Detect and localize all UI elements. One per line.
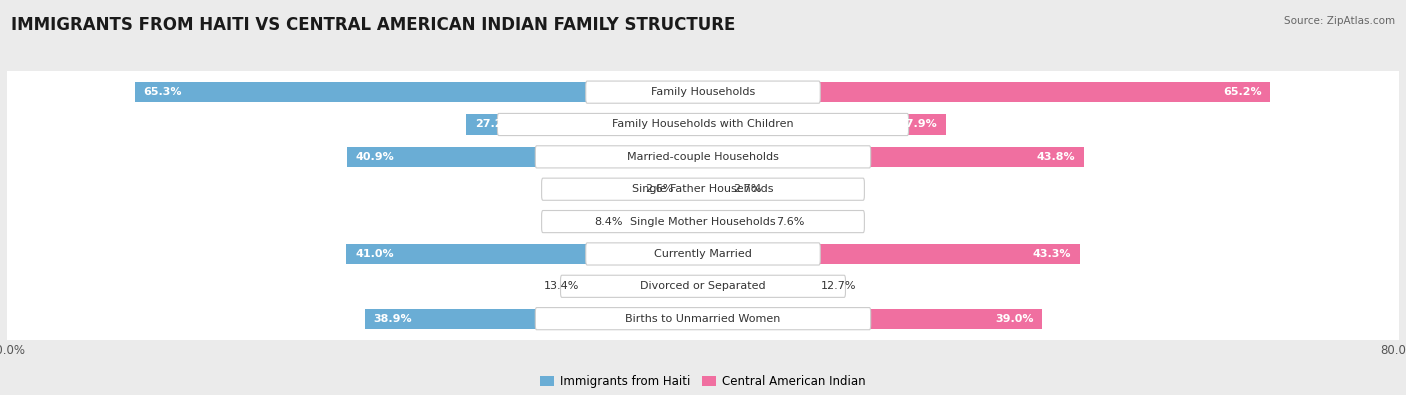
- Text: 27.2%: 27.2%: [475, 120, 513, 130]
- Text: 2.7%: 2.7%: [734, 184, 762, 194]
- FancyBboxPatch shape: [561, 275, 845, 297]
- Text: 65.2%: 65.2%: [1223, 87, 1261, 97]
- Bar: [703, 147, 1084, 167]
- FancyBboxPatch shape: [536, 308, 870, 330]
- Text: Family Households with Children: Family Households with Children: [612, 120, 794, 130]
- Bar: [703, 244, 1080, 264]
- Bar: [586, 276, 703, 296]
- Text: 40.9%: 40.9%: [356, 152, 395, 162]
- FancyBboxPatch shape: [541, 178, 865, 200]
- Bar: [467, 115, 703, 135]
- Bar: [703, 115, 946, 135]
- FancyBboxPatch shape: [0, 99, 1406, 150]
- Legend: Immigrants from Haiti, Central American Indian: Immigrants from Haiti, Central American …: [536, 371, 870, 393]
- Bar: [364, 308, 703, 329]
- Text: Single Mother Households: Single Mother Households: [630, 216, 776, 227]
- FancyBboxPatch shape: [0, 196, 1406, 247]
- Bar: [347, 147, 703, 167]
- Bar: [703, 82, 1270, 102]
- Text: Births to Unmarried Women: Births to Unmarried Women: [626, 314, 780, 324]
- Text: 43.3%: 43.3%: [1032, 249, 1071, 259]
- FancyBboxPatch shape: [586, 81, 820, 103]
- FancyBboxPatch shape: [536, 146, 870, 168]
- FancyBboxPatch shape: [586, 243, 820, 265]
- Bar: [703, 212, 769, 231]
- Text: 12.7%: 12.7%: [821, 281, 856, 291]
- Text: 39.0%: 39.0%: [995, 314, 1033, 324]
- Text: Family Households: Family Households: [651, 87, 755, 97]
- Bar: [703, 179, 727, 199]
- Text: 8.4%: 8.4%: [595, 216, 623, 227]
- Text: 27.9%: 27.9%: [898, 120, 936, 130]
- Text: 13.4%: 13.4%: [544, 281, 579, 291]
- Bar: [135, 82, 703, 102]
- Text: 65.3%: 65.3%: [143, 87, 183, 97]
- Text: 38.9%: 38.9%: [373, 314, 412, 324]
- FancyBboxPatch shape: [0, 67, 1406, 118]
- Text: Currently Married: Currently Married: [654, 249, 752, 259]
- FancyBboxPatch shape: [0, 164, 1406, 215]
- Bar: [346, 244, 703, 264]
- Bar: [630, 212, 703, 231]
- Text: Divorced or Separated: Divorced or Separated: [640, 281, 766, 291]
- Text: 41.0%: 41.0%: [354, 249, 394, 259]
- Bar: [703, 308, 1042, 329]
- Text: 2.6%: 2.6%: [645, 184, 673, 194]
- FancyBboxPatch shape: [0, 293, 1406, 344]
- Text: 7.6%: 7.6%: [776, 216, 804, 227]
- Text: Single Father Households: Single Father Households: [633, 184, 773, 194]
- Text: IMMIGRANTS FROM HAITI VS CENTRAL AMERICAN INDIAN FAMILY STRUCTURE: IMMIGRANTS FROM HAITI VS CENTRAL AMERICA…: [11, 16, 735, 34]
- Text: Source: ZipAtlas.com: Source: ZipAtlas.com: [1284, 16, 1395, 26]
- FancyBboxPatch shape: [0, 131, 1406, 182]
- Bar: [681, 179, 703, 199]
- Text: Married-couple Households: Married-couple Households: [627, 152, 779, 162]
- FancyBboxPatch shape: [498, 113, 908, 135]
- Text: 43.8%: 43.8%: [1036, 152, 1076, 162]
- FancyBboxPatch shape: [541, 211, 865, 233]
- FancyBboxPatch shape: [0, 228, 1406, 280]
- FancyBboxPatch shape: [0, 261, 1406, 312]
- Bar: [703, 276, 814, 296]
